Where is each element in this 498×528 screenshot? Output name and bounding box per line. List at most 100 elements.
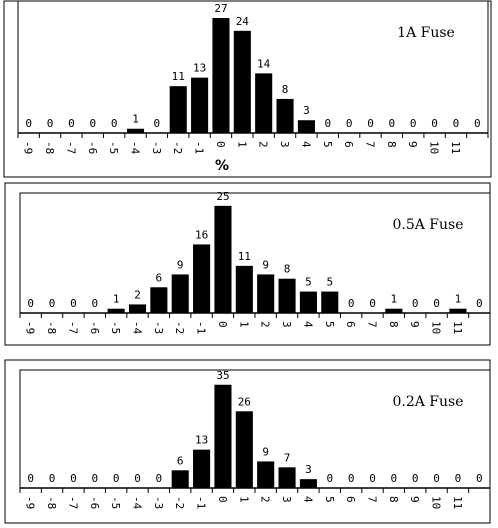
data-label: 0: [70, 297, 77, 310]
data-label: 0: [433, 472, 440, 485]
x-tick-label: 1: [237, 321, 250, 328]
bar: [297, 120, 315, 133]
x-tick-label: 8: [387, 321, 400, 328]
x-tick-label: -8: [43, 141, 56, 154]
data-label: 0: [113, 472, 120, 485]
data-label: 0: [431, 117, 438, 130]
bar: [255, 73, 273, 133]
bar: [193, 244, 211, 313]
x-tick-label: 4: [301, 321, 314, 328]
bar: [107, 308, 125, 313]
data-label: 0: [70, 472, 77, 485]
data-label: 1: [391, 293, 398, 306]
x-tick-label: 3: [280, 496, 293, 503]
data-label: 0: [391, 472, 398, 485]
data-label: 6: [177, 454, 184, 467]
x-tick-label: -7: [66, 321, 79, 334]
bar: [299, 479, 317, 488]
data-label: 0: [134, 472, 141, 485]
x-tick-label: 6: [344, 496, 357, 503]
x-tick-label: 5: [323, 496, 336, 503]
data-label: 1: [455, 293, 462, 306]
data-label: 0: [348, 472, 355, 485]
x-tick-label: -3: [152, 321, 165, 334]
bar: [191, 77, 209, 133]
data-label: 0: [389, 117, 396, 130]
x-tick-label: -2: [171, 141, 184, 154]
data-label: 9: [262, 258, 269, 271]
data-label: 1: [113, 293, 120, 306]
data-label: 0: [369, 472, 376, 485]
x-tick-label: -6: [88, 496, 101, 509]
x-tick-label: 4: [301, 496, 314, 503]
bar: [212, 18, 230, 133]
bar: [171, 274, 189, 313]
x-tick-label: -1: [195, 321, 208, 334]
x-tick-label: 11: [451, 321, 464, 334]
data-label: 13: [193, 62, 206, 75]
data-label: 0: [369, 297, 376, 310]
bar: [278, 467, 296, 488]
x-tick-label: 11: [449, 141, 462, 154]
bar: [235, 411, 253, 488]
chart-title: 1A Fuse: [397, 25, 455, 41]
bar: [299, 291, 317, 313]
data-label: 0: [49, 472, 56, 485]
x-tick-label: -1: [195, 496, 208, 509]
x-tick-label: 8: [385, 141, 398, 148]
x-tick-label: 6: [342, 141, 355, 148]
x-tick-label: -4: [131, 496, 144, 510]
data-label: 8: [284, 263, 291, 276]
x-tick-label: 8: [387, 496, 400, 503]
data-label: 0: [412, 297, 419, 310]
data-label: 26: [238, 395, 251, 408]
x-tick-label: -8: [45, 496, 58, 509]
data-label: 3: [305, 463, 312, 476]
bar: [276, 98, 294, 133]
bar: [193, 449, 211, 488]
bar: [150, 287, 168, 313]
data-label: 5: [305, 276, 312, 289]
bar: [214, 205, 232, 313]
bar: [449, 308, 467, 313]
data-label: 0: [433, 297, 440, 310]
x-tick-label: 1: [237, 496, 250, 503]
data-label: 2: [134, 288, 141, 301]
x-tick-label: -1: [193, 141, 206, 154]
x-tick-label: 10: [430, 321, 443, 334]
data-label: 3: [303, 104, 310, 117]
bar: [321, 291, 339, 313]
x-tick-label: 5: [323, 321, 336, 328]
chart-title: 0.2A Fuse: [392, 394, 463, 410]
x-tick-label: 0: [214, 141, 227, 148]
data-label: 0: [324, 117, 331, 130]
data-label: 0: [455, 472, 462, 485]
data-label: 16: [195, 228, 208, 241]
plot-frame: [17, 0, 489, 134]
x-tick-label: 7: [364, 141, 377, 148]
x-tick-label: -3: [152, 496, 165, 509]
data-label: 24: [236, 15, 250, 28]
x-tick-label: -8: [45, 321, 58, 334]
x-tick-label: 2: [259, 496, 272, 503]
data-label: 0: [47, 117, 54, 130]
x-tick-label: -5: [107, 141, 120, 154]
x-axis-label: %: [215, 158, 229, 174]
data-label: 0: [154, 117, 161, 130]
x-tick-label: 5: [321, 141, 334, 148]
data-label: 0: [346, 117, 353, 130]
data-label: 0: [410, 117, 417, 130]
data-label: 0: [453, 117, 460, 130]
data-label: 11: [238, 250, 251, 263]
bar: [385, 308, 403, 313]
x-tick-label: -2: [173, 321, 186, 334]
data-label: 14: [257, 57, 271, 70]
data-label: 8: [282, 83, 289, 96]
data-label: 0: [476, 297, 483, 310]
bar: [128, 304, 147, 313]
x-tick-label: 9: [408, 496, 421, 503]
x-tick-label: 6: [344, 321, 357, 328]
x-tick-label: -4: [131, 321, 144, 335]
data-label: 9: [177, 258, 184, 271]
